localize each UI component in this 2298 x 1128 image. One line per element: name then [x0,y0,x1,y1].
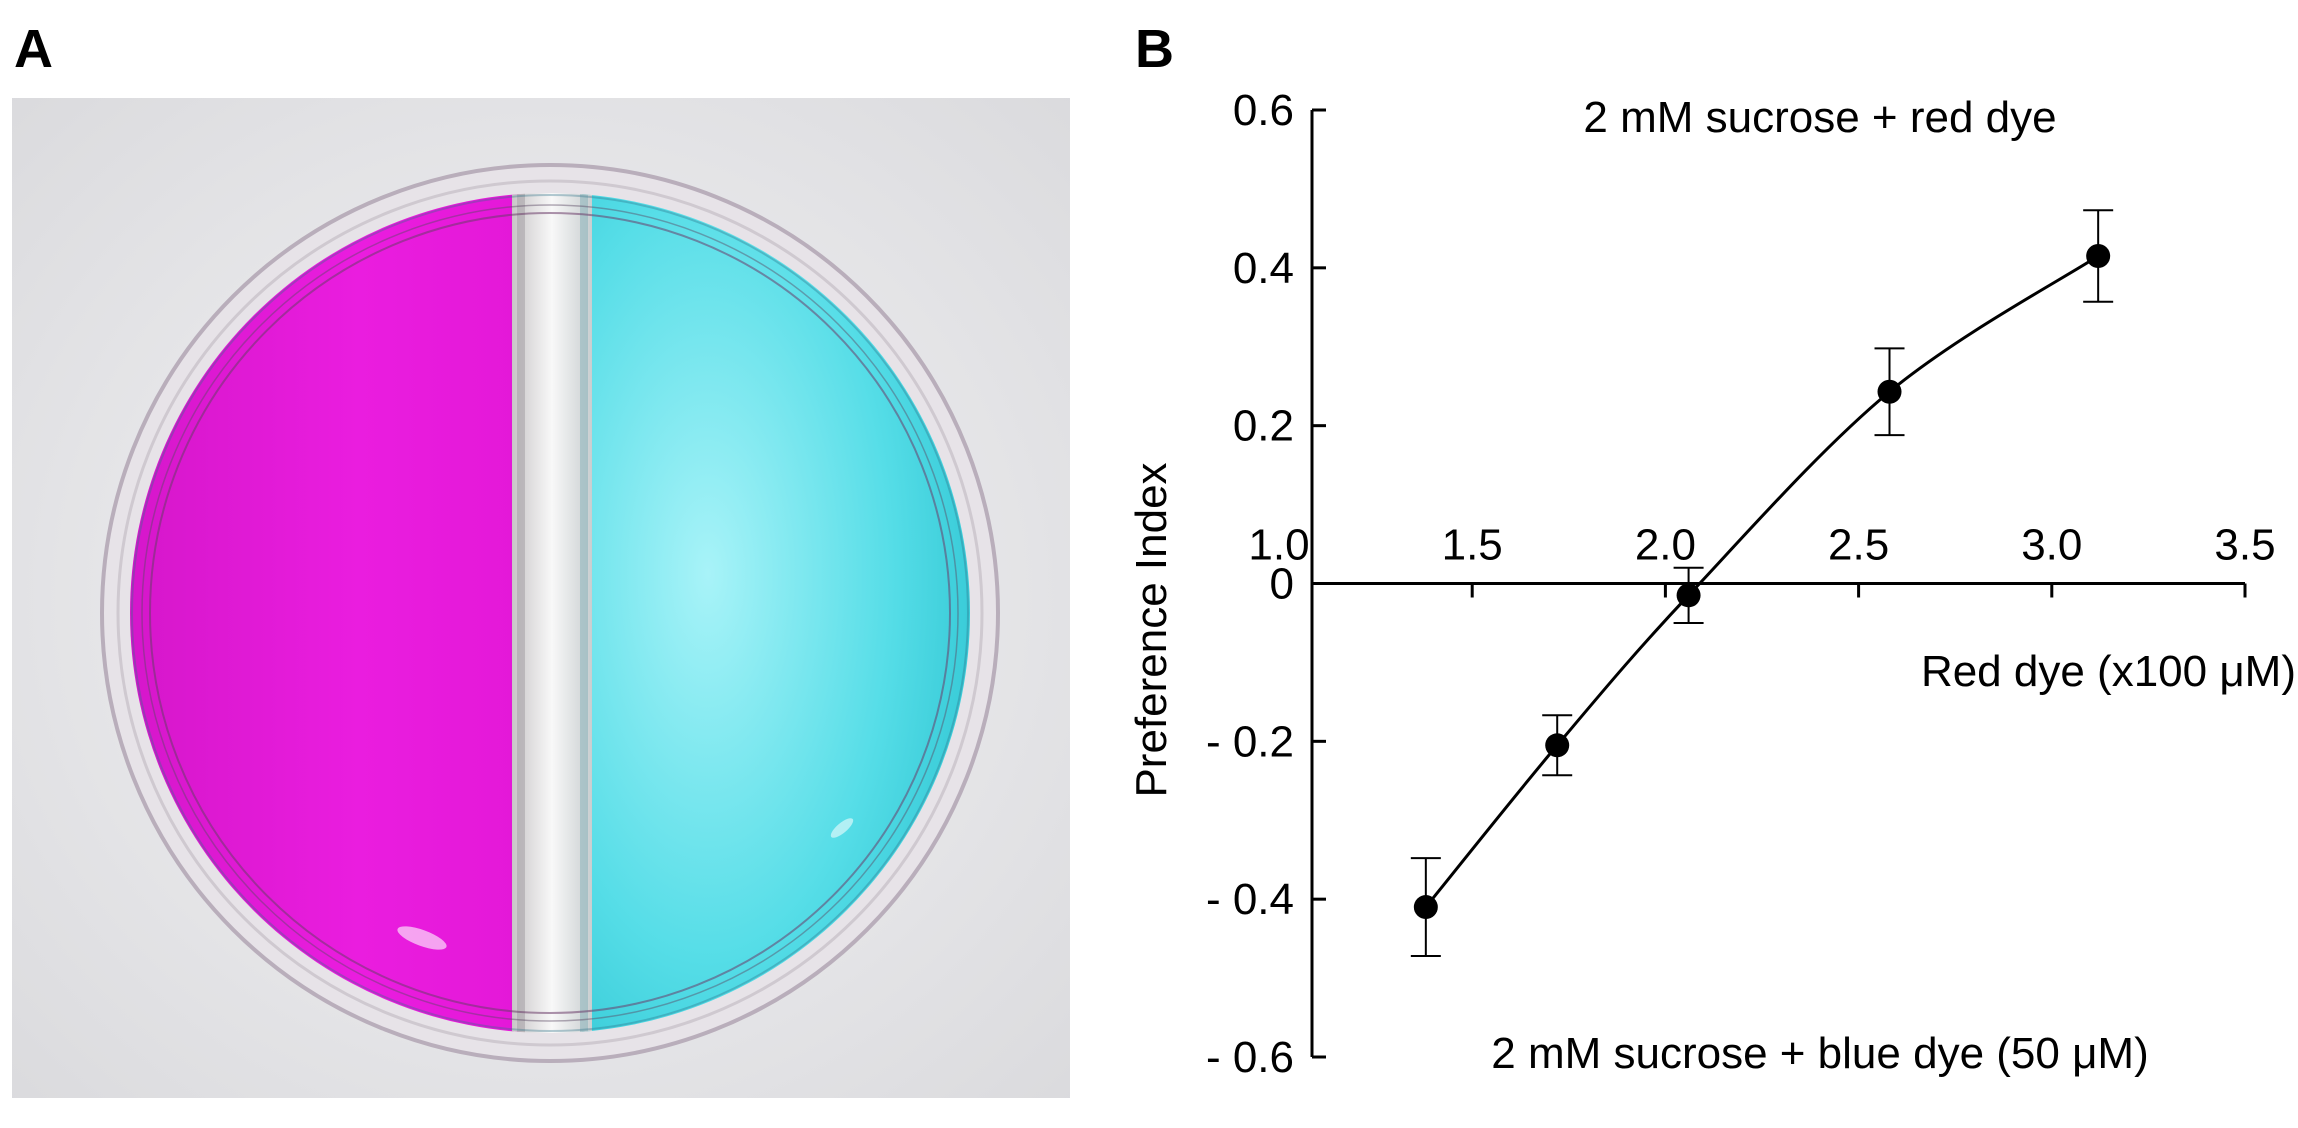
x-axis-label: Red dye (x100 μM) [1921,647,2296,696]
y-tick-label: 0.4 [1233,244,1294,293]
panel-label-a: A [14,19,53,79]
y-axis-ticks: 0.6 0.4 0.2 0 - 0.2 - 0.4 - 0.6 [1206,86,1326,1082]
y-tick-label: - 0.6 [1206,1033,1294,1082]
y-tick-label: 0.2 [1233,402,1294,451]
data-point [1545,733,1570,758]
y-tick-label: 0 [1270,560,1294,609]
annotation-top: 2 mM sucrose + red dye [1583,93,2056,142]
x-tick-label: 1.5 [1442,521,1503,570]
annotation-bottom: 2 mM sucrose + blue dye (50 μM) [1491,1029,2149,1078]
series-line [1424,254,2099,909]
x-tick-label: 3.5 [2214,521,2275,570]
petri-dish-photo [12,98,1070,1098]
y-tick-label: - 0.2 [1206,717,1294,766]
data-point [1413,895,1438,920]
y-tick-label: - 0.4 [1206,875,1294,924]
data-point [1877,379,1902,404]
x-tick-label: 2.0 [1635,521,1696,570]
data-points [1413,243,2111,920]
y-axis-label: Preference Index [1127,462,1176,797]
x-axis-ticks: 1.0 1.5 2.0 2.5 3.0 3.5 [1248,521,2276,598]
data-point [2086,243,2111,268]
preference-index-chart: 0.6 0.4 0.2 0 - 0.2 - 0.4 - 0.6 1.0 1.5 2.0 2.5 3.… [1127,86,2296,1082]
y-tick-label: 0.6 [1233,86,1294,135]
panel-label-b: B [1135,19,1174,79]
data-point [1676,583,1701,608]
x-tick-label: 3.0 [2021,521,2082,570]
chart-plot-area: 0.6 0.4 0.2 0 - 0.2 - 0.4 - 0.6 1.0 1.5 2.0 2.5 3.… [1127,86,2296,1082]
x-tick-label: 1.0 [1248,521,1309,570]
x-tick-label: 2.5 [1828,521,1889,570]
